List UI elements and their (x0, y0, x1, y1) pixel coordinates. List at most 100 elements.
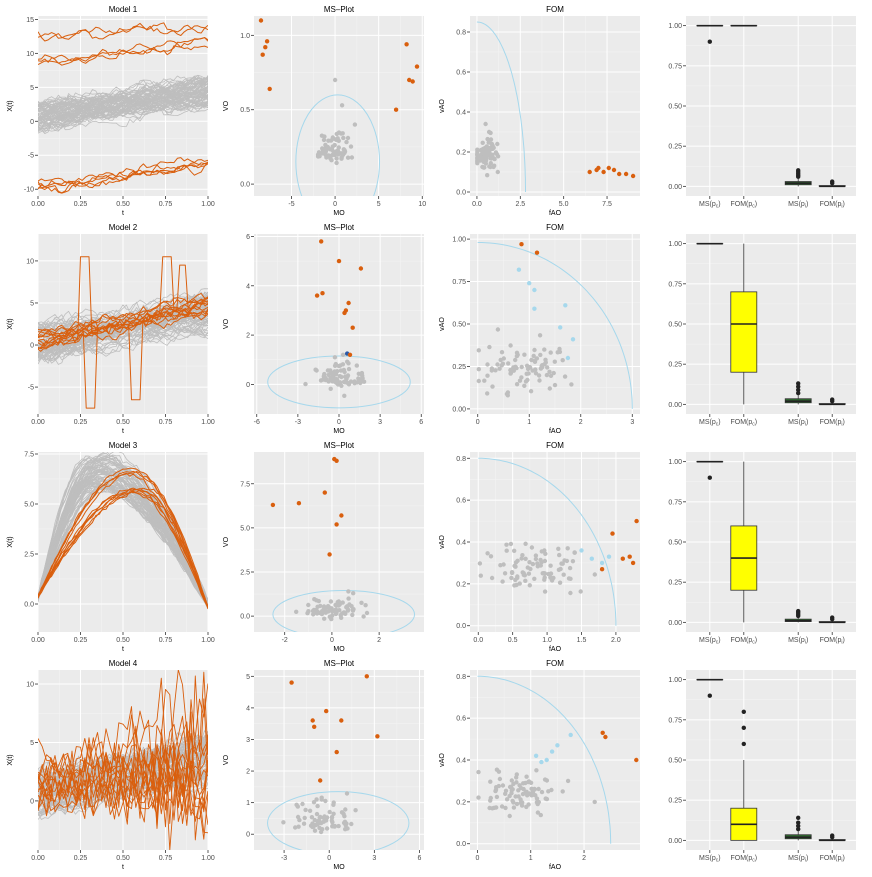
box-x-label: FOM(pi) (820, 201, 845, 210)
x-tick-label: 0.75 (159, 855, 173, 862)
x-tick-label: 0.0 (473, 637, 483, 644)
regular-point (482, 165, 486, 169)
x-tick-label: -3 (281, 855, 287, 862)
regular-point (509, 542, 513, 546)
regular-point (494, 805, 498, 809)
regular-point (511, 787, 515, 791)
outlier-point (394, 108, 398, 112)
x-tick-label: 0.50 (116, 855, 130, 862)
y-tick-label: 7.5 (24, 452, 34, 459)
regular-point (513, 578, 517, 582)
regular-point (563, 374, 567, 378)
outlier-point (603, 735, 607, 739)
regular-point (351, 607, 355, 611)
box-x-label: MS(pc) (699, 201, 721, 210)
regular-point (342, 814, 346, 818)
regular-point (322, 138, 326, 142)
regular-point (365, 611, 369, 615)
box-panel-3: 0.000.250.500.751.00MS(pc)FOM(pc)MS(pi)F… (668, 452, 856, 646)
regular-point (501, 562, 505, 566)
outlier-point (411, 79, 415, 83)
outlier-point (311, 718, 315, 722)
y-tick-label: 0.6 (456, 70, 466, 77)
outlier-point (261, 53, 265, 57)
y-tick-label: 0.75 (668, 63, 682, 70)
outlier-point (375, 734, 379, 738)
regular-point (515, 354, 519, 358)
box-x-label: FOM(pc) (730, 637, 757, 646)
ms-plot-panel-2-x-label: MO (333, 428, 345, 435)
regular-point (496, 154, 500, 158)
y-tick-label: -5 (28, 153, 34, 160)
x-tick-label: 0 (476, 419, 480, 426)
borderline-point (545, 758, 549, 762)
regular-point (562, 558, 566, 562)
x-tick-label: 1 (529, 855, 533, 862)
x-tick-label: 1.0 (542, 637, 552, 644)
regular-point (519, 375, 523, 379)
y-tick-label: 2.5 (24, 552, 34, 559)
fom-panel-2-y-label: vAO (439, 317, 446, 331)
regular-point (571, 559, 575, 563)
regular-point (532, 787, 536, 791)
regular-point (346, 136, 350, 140)
fom-panel-3-y-label: vAO (439, 535, 446, 549)
regular-point (542, 578, 546, 582)
box-x-label: MS(pc) (699, 419, 721, 428)
box-x-label-main: MS(p (699, 419, 716, 426)
y-tick-label: 4 (246, 283, 250, 290)
regular-point (484, 161, 488, 165)
x-tick-label: 0.75 (159, 419, 173, 426)
fom-panel-4-title: FOM (546, 659, 564, 668)
y-tick-label: 3 (246, 737, 250, 744)
borderline-point (550, 749, 554, 753)
regular-point (504, 543, 508, 547)
outlier-point (342, 311, 346, 315)
fom-panel-3-y-axis: 0.00.20.40.60.8 (456, 456, 470, 630)
box-outlier-point (830, 615, 834, 619)
regular-point (535, 800, 539, 804)
ms-plot-panel-1-y-axis: 0.00.51.0 (240, 33, 254, 189)
y-tick-label: 5 (30, 85, 34, 92)
y-tick-label: 2.5 (240, 570, 250, 577)
regular-point (346, 596, 350, 600)
regular-point (339, 368, 343, 372)
regular-point (489, 554, 493, 558)
y-tick-label: 0.00 (452, 406, 466, 413)
outlier-point (320, 291, 324, 295)
box-panel-2-y-axis: 0.000.250.500.751.00 (668, 241, 686, 409)
regular-point (313, 829, 317, 833)
y-tick-label: 0.8 (456, 30, 466, 37)
regular-point (545, 373, 549, 377)
x-tick-label: -3 (295, 419, 301, 426)
regular-point (329, 387, 333, 391)
regular-point (529, 389, 533, 393)
outlier-point (346, 301, 350, 305)
box-outlier-point (796, 381, 800, 385)
regular-point (350, 155, 354, 159)
regular-point (487, 146, 491, 150)
regular-point (532, 577, 536, 581)
y-tick-label: 0.50 (668, 322, 682, 329)
regular-point (332, 824, 336, 828)
regular-point (333, 608, 337, 612)
regular-point (338, 380, 342, 384)
x-tick-label: 0.50 (116, 201, 130, 208)
regular-point (303, 808, 307, 812)
y-tick-label: 0.0 (24, 602, 34, 609)
box-x-label-main: MS(p (788, 637, 805, 644)
y-tick-label: 0.50 (668, 758, 682, 765)
regular-point (556, 547, 560, 551)
regular-point (525, 372, 529, 376)
x-tick-label: 1.5 (577, 637, 587, 644)
regular-point (334, 612, 338, 616)
ms-plot-panel-4-x-label: MO (333, 864, 345, 871)
box-x-label: FOM(pi) (820, 637, 845, 646)
box-panel-4: 0.000.250.500.751.00MS(pc)FOM(pc)MS(pi)F… (668, 670, 856, 864)
y-tick-label: 0.6 (456, 716, 466, 723)
box-outlier-point (742, 726, 746, 730)
